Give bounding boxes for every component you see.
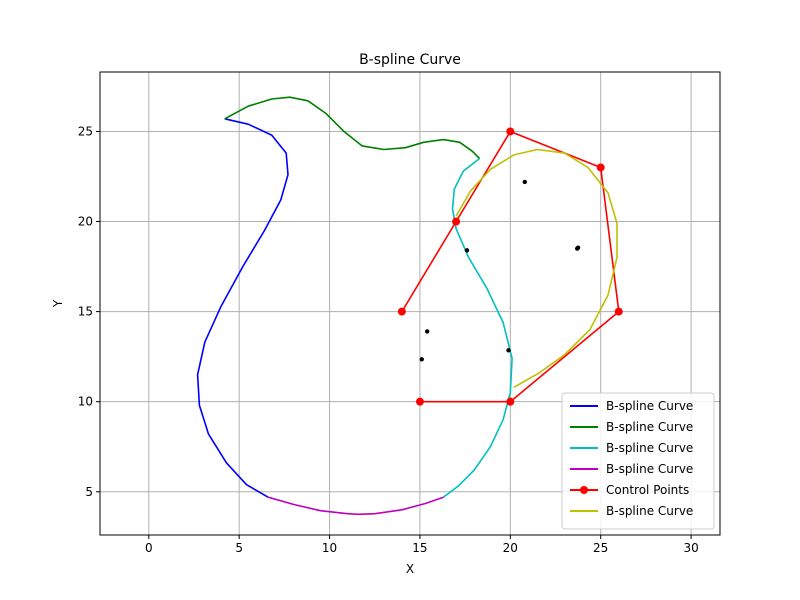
legend-label: B-spline Curve bbox=[606, 420, 693, 434]
legend-label: B-spline Curve bbox=[606, 504, 693, 518]
series-line-2 bbox=[224, 96, 481, 160]
x-tick-label: 30 bbox=[683, 541, 698, 555]
legend-label: B-spline Curve bbox=[606, 441, 693, 455]
control-point-marker bbox=[415, 397, 424, 406]
x-tick-label: 15 bbox=[412, 541, 427, 555]
y-tick-label: 15 bbox=[78, 305, 93, 319]
scatter-point bbox=[464, 248, 470, 253]
scatter-point bbox=[424, 329, 430, 334]
y-tick-label: 5 bbox=[85, 485, 93, 499]
legend: B-spline Curve B-spline Curve B-spline Cur… bbox=[561, 392, 715, 530]
chart-title: B-spline Curve bbox=[359, 52, 461, 68]
scatter-point bbox=[419, 357, 424, 362]
legend-label: B-spline Curve bbox=[606, 462, 693, 476]
x-tick-label: 5 bbox=[235, 541, 243, 555]
x-tick-label: 25 bbox=[593, 541, 608, 555]
x-axis-label: X bbox=[406, 562, 414, 576]
legend-label: Control Points bbox=[606, 483, 689, 497]
control-point-marker bbox=[614, 307, 623, 316]
control-point-marker bbox=[452, 217, 461, 226]
control-point-marker bbox=[506, 397, 515, 406]
series-line-3 bbox=[442, 157, 513, 498]
series-lines bbox=[196, 96, 623, 516]
y-tick-label: 10 bbox=[78, 395, 93, 409]
x-tick-label: 20 bbox=[503, 541, 518, 555]
control-point-marker bbox=[397, 307, 406, 316]
axis-ticks: 0 5 10 15 20 25 30 5 10 15 20 25 bbox=[78, 124, 699, 555]
legend-label: B-spline Curve bbox=[606, 399, 693, 413]
scatter-point bbox=[575, 245, 581, 250]
scatter-point bbox=[522, 179, 527, 185]
series-line-6 bbox=[455, 148, 618, 388]
legend-box bbox=[561, 392, 715, 530]
legend-marker bbox=[580, 486, 588, 494]
y-tick-label: 20 bbox=[78, 215, 93, 229]
series-line-1 bbox=[196, 118, 289, 498]
scatter-point bbox=[506, 348, 511, 353]
y-axis-label: Y bbox=[51, 299, 65, 308]
x-tick-label: 0 bbox=[145, 541, 153, 555]
control-point-marker bbox=[596, 163, 605, 172]
y-tick-label: 25 bbox=[78, 124, 93, 138]
axes-frame bbox=[99, 71, 721, 536]
control-point-marker bbox=[506, 127, 515, 136]
x-tick-label: 10 bbox=[322, 541, 337, 555]
series-line-4 bbox=[267, 496, 444, 516]
scatter-points bbox=[419, 179, 581, 362]
plot-area: 0 5 10 15 20 25 30 5 10 15 20 25 bbox=[78, 71, 721, 555]
